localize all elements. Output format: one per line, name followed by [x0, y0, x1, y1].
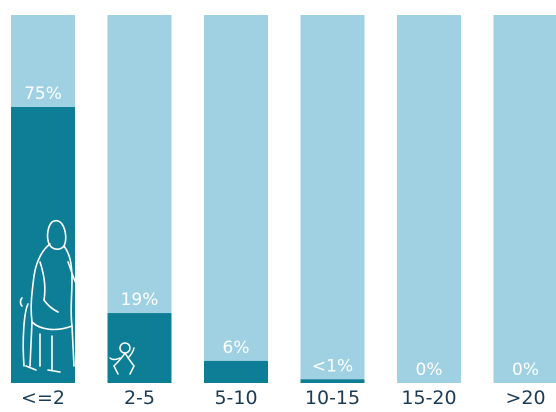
bar-track-4: [397, 15, 461, 383]
elderly-person-with-cane-icon: [19, 219, 83, 373]
category-label-1: 2-5: [124, 387, 155, 409]
bar-track-5: [493, 15, 556, 383]
category-label-3: 10-15: [305, 387, 360, 409]
bar-value-label-1: 19%: [121, 290, 159, 310]
category-label-0: <=2: [21, 387, 65, 409]
bar-value-label-4: 0%: [416, 360, 443, 380]
bar-track-2: [204, 15, 268, 383]
bar-value-label-2: 6%: [223, 338, 250, 358]
bars-layer: [11, 15, 556, 383]
bar-fill-2: [204, 360, 268, 383]
small-child-icon: [109, 342, 135, 375]
bar-value-label-5: 0%: [512, 360, 539, 380]
icons-layer: [19, 219, 135, 375]
bar-fill-3: [300, 379, 365, 383]
bar-fill-1: [107, 313, 172, 383]
bar-fill-0: [11, 107, 75, 383]
labels-layer: 75% <=2 19% 2-5 6% 5-10 <1% 10-15 0% 15-20 0% >20: [21, 84, 546, 409]
bar-value-label-0: 75%: [24, 84, 62, 104]
category-label-4: 15-20: [401, 387, 456, 409]
bar-track-3: [300, 15, 365, 383]
bar-value-label-3: <1%: [312, 356, 353, 376]
category-label-2: 5-10: [214, 387, 257, 409]
category-label-5: >20: [505, 387, 545, 409]
